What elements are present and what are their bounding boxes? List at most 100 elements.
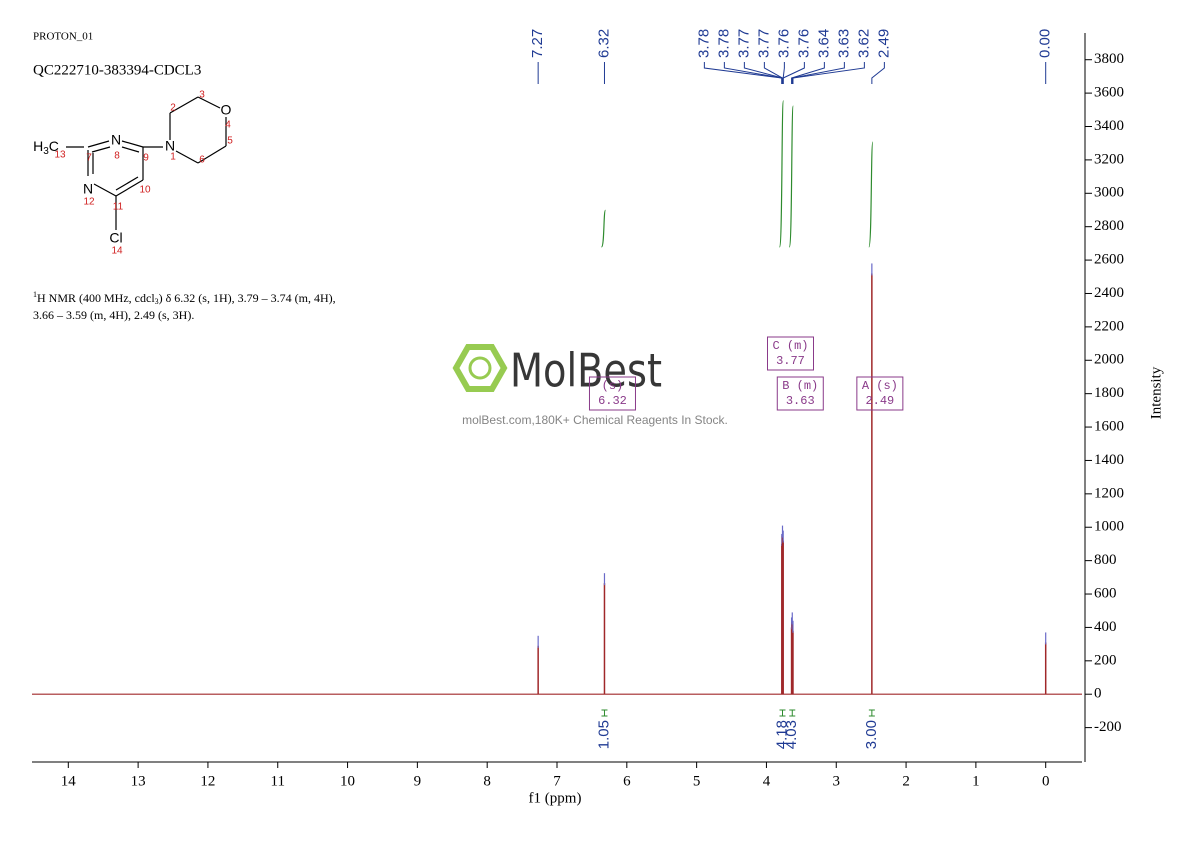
y-tick-label: 3600 (1094, 85, 1124, 101)
x-tick-label: 10 (340, 773, 355, 789)
atom-number: 10 (139, 185, 151, 196)
peak-label-connector (792, 62, 865, 84)
y-tick-label: -200 (1094, 719, 1122, 735)
y-tick-label: 1600 (1094, 418, 1124, 434)
peak-label-connector (791, 62, 845, 84)
bond (169, 96, 199, 114)
y-tick-label: 1400 (1094, 452, 1124, 468)
integral-curve (868, 141, 874, 248)
multiplet-name: A (s) (862, 379, 898, 393)
atom-number: 3 (199, 90, 205, 101)
integral-label: 4.18 (773, 720, 790, 749)
x-tick-label: 9 (414, 773, 422, 789)
x-tick-label: 13 (131, 773, 146, 789)
x-tick-label: 2 (902, 773, 910, 789)
atom-label: N (111, 132, 121, 148)
atom-number: 1 (170, 152, 176, 163)
x-tick-label: 14 (61, 773, 77, 789)
integral-curve (778, 100, 785, 248)
y-tick-label: 3000 (1094, 185, 1124, 201)
bond (121, 140, 144, 148)
multiplet-box (856, 376, 904, 411)
integral-bracket (601, 709, 608, 717)
peak-label: 3.78 (715, 29, 732, 58)
peak-label: 0.00 (1037, 29, 1054, 58)
bond (175, 150, 199, 164)
peak-label: 3.76 (795, 29, 812, 58)
peak-label-connector (763, 62, 783, 84)
multiplet-name: C (m) (772, 339, 808, 353)
atom-number: 5 (227, 136, 233, 147)
multiplet-box (588, 376, 636, 411)
experiment-name: PROTON_01 (33, 31, 93, 43)
peak-label-connector (703, 62, 783, 84)
y-tick-label: 3800 (1094, 51, 1124, 67)
atom-number: 9 (143, 153, 149, 164)
bond (197, 145, 227, 164)
atom-number: 13 (54, 150, 66, 161)
integral-curve (788, 105, 794, 248)
integral-bracket (789, 709, 796, 717)
x-tick-label: 7 (553, 773, 561, 789)
y-tick-label: 1200 (1094, 485, 1124, 501)
atom-number: 2 (170, 103, 176, 114)
y-tick-label: 2400 (1094, 285, 1124, 301)
logo-ring (468, 356, 492, 380)
atom-label: N (165, 138, 175, 154)
atom-number: 12 (83, 197, 95, 208)
bond (115, 179, 144, 197)
y-tick-label: 800 (1094, 552, 1117, 568)
integral-label: 1.05 (595, 720, 612, 749)
x-tick-label: 5 (693, 773, 701, 789)
y-tick-label: 1800 (1094, 385, 1124, 401)
bond (121, 146, 140, 153)
peak-label-connector (791, 62, 825, 84)
peak-label-connector (782, 62, 805, 84)
x-tick-label: 3 (833, 773, 841, 789)
y-tick-label: 600 (1094, 585, 1117, 601)
peak-label: 7.27 (529, 29, 546, 58)
sample-id: QC222710-383394-CDCL3 (33, 62, 201, 78)
peak-label: 3.62 (855, 29, 872, 58)
peak-label-connector (871, 62, 885, 84)
peak-label: 3.76 (775, 29, 792, 58)
x-tick-label: 11 (271, 773, 285, 789)
y-tick-label: 1000 (1094, 519, 1124, 535)
multiplet-shift: 2.49 (865, 394, 894, 408)
watermark-brand: MolBest (510, 344, 662, 398)
bond (91, 146, 111, 153)
peak-label-connector (723, 62, 783, 84)
integral-bracket (779, 709, 786, 717)
integral-curve (600, 209, 607, 248)
atom-number: 6 (199, 155, 205, 166)
peak-label: 3.63 (835, 29, 852, 58)
atom-label: O (221, 102, 232, 118)
nmr-description: 3.66 – 3.59 (m, 4H), 2.49 (s, 3H). (33, 308, 194, 322)
y-tick-label: 2200 (1094, 318, 1124, 334)
y-axis-title: Intensity (1148, 366, 1164, 419)
x-tick-label: 6 (623, 773, 631, 789)
watermark: MolBest molBest.com,180K+ Chemical Reage… (452, 344, 728, 427)
atom-label: N (83, 181, 93, 197)
atom-number: 8 (114, 151, 120, 162)
multiplet-name: (s) (602, 379, 624, 393)
peak-label: 2.49 (875, 29, 892, 58)
integral-label: 4.03 (783, 720, 800, 749)
peak-label: 6.32 (595, 29, 612, 58)
atom-number: 14 (111, 246, 123, 257)
nmr-description: 1H NMR (400 MHz, cdcl3) δ 6.32 (s, 1H), … (33, 290, 336, 306)
x-axis-title: f1 (ppm) (529, 790, 582, 806)
multiplet-shift: 3.77 (776, 354, 805, 368)
peak-label-connector (743, 62, 783, 84)
methyl-label: H3C (33, 138, 59, 157)
multiplet-shift: 3.63 (786, 394, 815, 408)
atom-label: Cl (109, 230, 122, 246)
watermark-tagline: molBest.com,180K+ Chemical Reagents In S… (462, 413, 728, 427)
bond (197, 96, 221, 109)
peak-label: 3.78 (695, 29, 712, 58)
integral-bracket (868, 709, 875, 717)
bond (87, 140, 110, 148)
atom-number: 4 (225, 120, 231, 131)
molecule: H3C N N O N Cl 13 7 8 9 1 2 3 4 5 6 10 1… (33, 90, 233, 257)
